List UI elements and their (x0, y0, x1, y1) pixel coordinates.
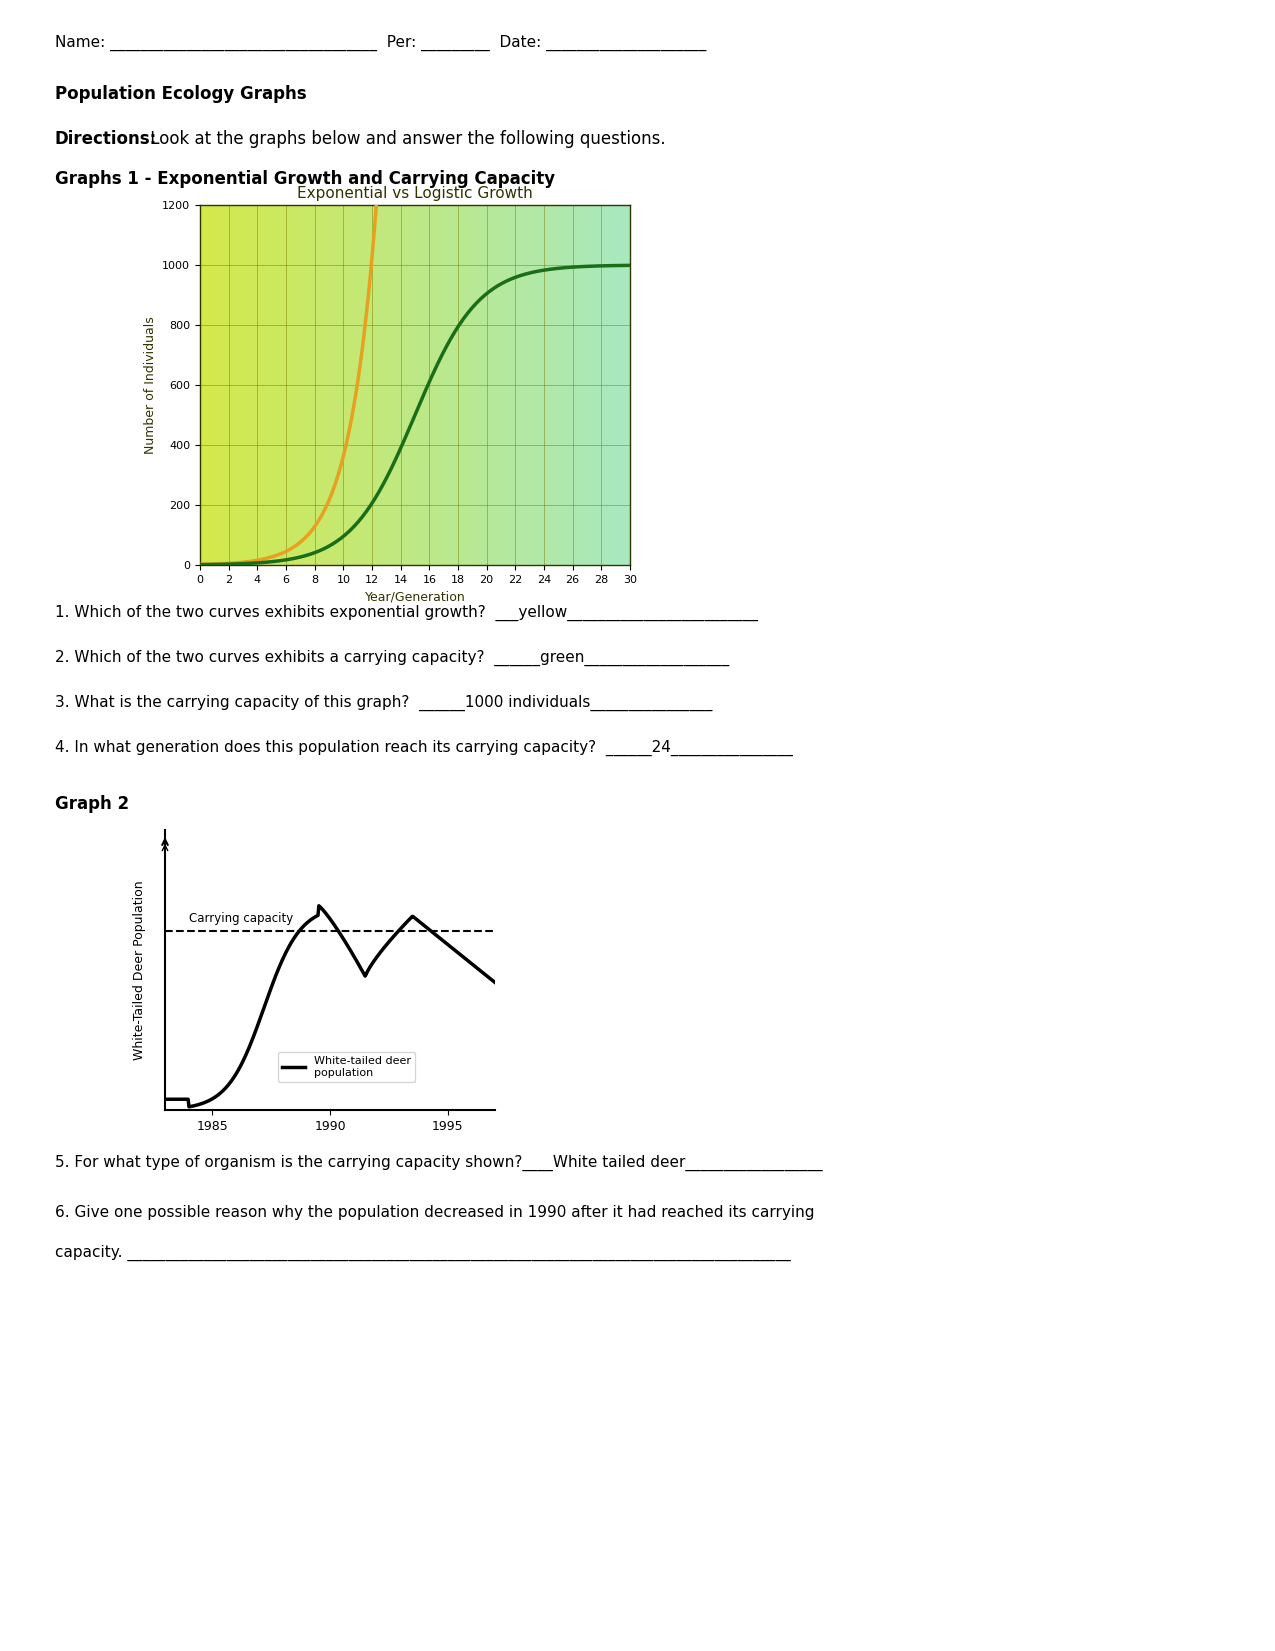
Text: Graphs 1 - Exponential Growth and Carrying Capacity: Graphs 1 - Exponential Growth and Carryi… (55, 170, 555, 188)
Text: Carrying capacity: Carrying capacity (189, 911, 293, 925)
Legend: White-tailed deer
population: White-tailed deer population (278, 1052, 414, 1081)
Text: Directions:: Directions: (55, 130, 157, 149)
Text: 5. For what type of organism is the carrying capacity shown?____White tailed dee: 5. For what type of organism is the carr… (55, 1156, 822, 1171)
Text: 1. Which of the two curves exhibits exponential growth?  ___yellow______________: 1. Which of the two curves exhibits expo… (55, 604, 757, 621)
Text: White-Tailed Deer Population: White-Tailed Deer Population (134, 880, 147, 1060)
Title: Exponential vs Logistic Growth: Exponential vs Logistic Growth (297, 187, 533, 201)
Text: 3. What is the carrying capacity of this graph?  ______1000 individuals_________: 3. What is the carrying capacity of this… (55, 695, 713, 712)
Text: 2. Which of the two curves exhibits a carrying capacity?  ______green___________: 2. Which of the two curves exhibits a ca… (55, 650, 729, 667)
Y-axis label: Number of Individuals: Number of Individuals (144, 315, 157, 454)
Text: Population Ecology Graphs: Population Ecology Graphs (55, 84, 306, 102)
X-axis label: Year/Generation: Year/Generation (365, 591, 465, 603)
Text: 4. In what generation does this population reach its carrying capacity?  ______2: 4. In what generation does this populati… (55, 740, 793, 756)
Text: Graph 2: Graph 2 (55, 796, 129, 812)
Text: 6. Give one possible reason why the population decreased in 1990 after it had re: 6. Give one possible reason why the popu… (55, 1205, 815, 1220)
Text: Look at the graphs below and answer the following questions.: Look at the graphs below and answer the … (145, 130, 666, 149)
Text: Name: ___________________________________  Per: _________  Date: _______________: Name: __________________________________… (55, 35, 706, 51)
Text: capacity. ______________________________________________________________________: capacity. ______________________________… (55, 1245, 790, 1261)
